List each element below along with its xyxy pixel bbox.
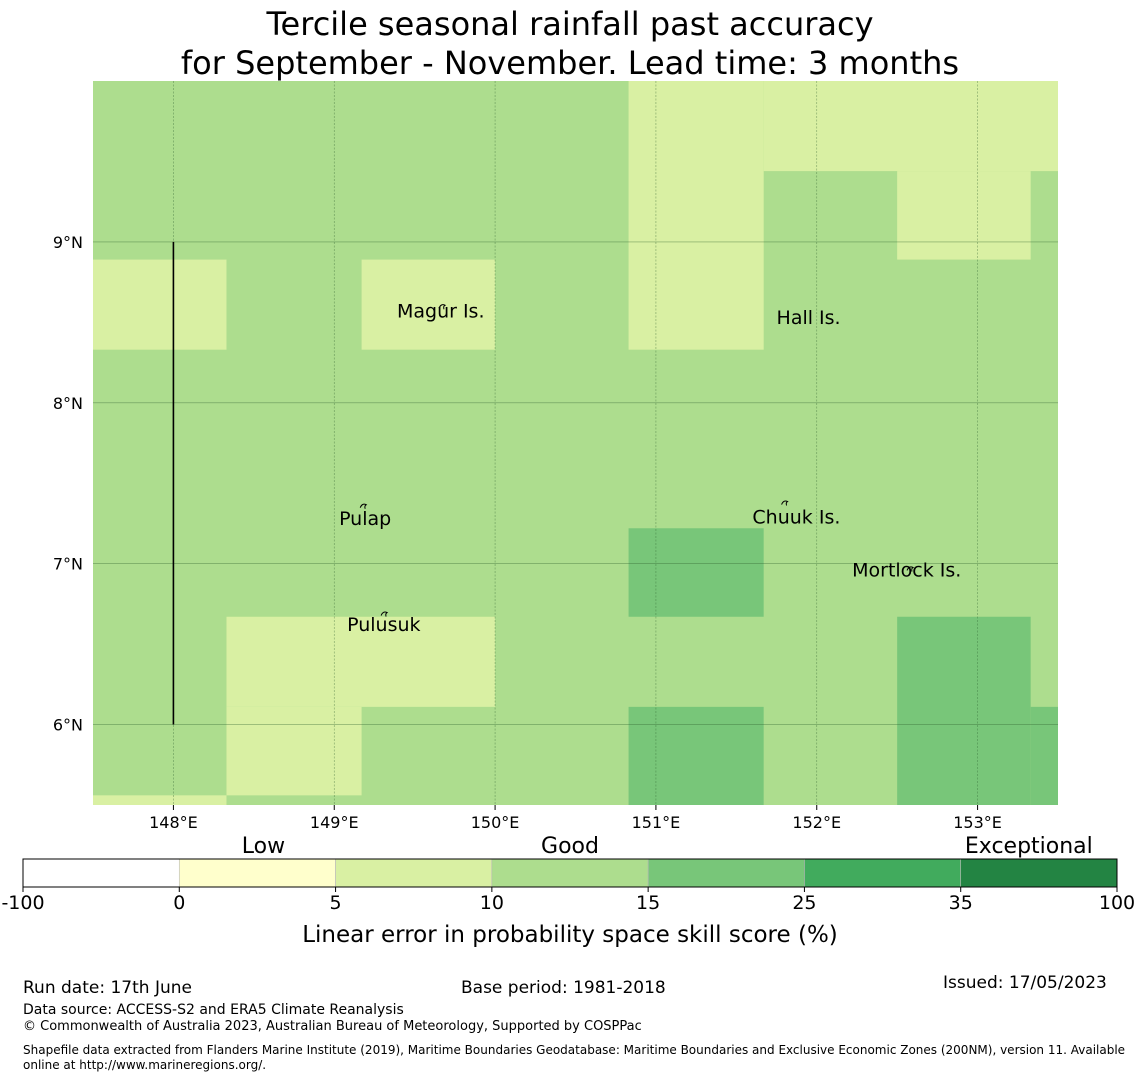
island-outline (359, 503, 368, 509)
place-label: Magur Is. (397, 301, 485, 323)
skill-cell (897, 171, 1031, 260)
shapefile-credit: Shapefile data extracted from Flanders M… (23, 1043, 1126, 1072)
colorbar-tick-label: 100 (1099, 892, 1135, 914)
skill-cell (93, 259, 227, 350)
latitude-tick-label: 7°N (53, 555, 83, 574)
island-outline (380, 611, 389, 617)
colorbar-tick-label: 10 (480, 892, 504, 914)
island-outline (906, 566, 915, 572)
colorbar-tick-label: -100 (1, 892, 44, 914)
colorbar-frame (22, 858, 1118, 888)
latitude-tick-label: 9°N (53, 233, 83, 252)
colorbar-segment (647, 858, 805, 888)
colorbar-segment (960, 858, 1118, 888)
colorbar-segment (178, 858, 336, 888)
longitude-tick-label: 153°E (953, 813, 1002, 832)
skill-cell (93, 795, 227, 805)
colorbar-axis-label: Linear error in probability space skill … (302, 922, 838, 948)
place-label: Mortlock Is. (852, 560, 961, 582)
skill-cell (897, 616, 1031, 805)
map-title-line-2: for September - November. Lead time: 3 m… (180, 44, 960, 82)
colorbar-tick-label: 0 (173, 892, 185, 914)
skill-cell (226, 706, 362, 796)
category-label: Low (242, 834, 285, 859)
place-label: Pulusuk (347, 614, 420, 636)
colorbar-tick-label: 5 (330, 892, 342, 914)
skill-cell (628, 81, 764, 350)
skill-cell (763, 81, 1058, 172)
run-date: Run date: 17th June (23, 978, 192, 998)
latitude-tick-label: 6°N (53, 716, 83, 735)
latitude-tick-label: 8°N (53, 394, 83, 413)
longitude-tick-label: 148°E (149, 813, 198, 832)
colorbar-tick-label: 15 (636, 892, 660, 914)
island-outline (781, 500, 789, 506)
colorbar-tick-label: 25 (792, 892, 816, 914)
longitude-tick-label: 151°E (632, 813, 681, 832)
colorbar-legend: -100 0 5 10 15 25 35 100 Low Good Exceptional Linea… (1, 834, 1135, 948)
colorbar-segment (804, 858, 962, 888)
place-label: Hall Is. (777, 307, 841, 329)
skill-cell (361, 259, 496, 350)
colorbar-tick-label: 35 (949, 892, 973, 914)
place-label: Pulap (339, 508, 391, 530)
colorbar-segment (22, 858, 180, 888)
longitude-tick-label: 149°E (310, 813, 359, 832)
issued-date: Issued: 17/05/2023 (943, 973, 1107, 993)
longitude-tick-label: 152°E (792, 813, 841, 832)
category-label: Exceptional (965, 834, 1093, 859)
copyright-notice: © Commonwealth of Australia 2023, Austra… (23, 1019, 642, 1034)
island-outline (438, 304, 447, 310)
skill-cell (1030, 706, 1058, 805)
skill-cell (628, 528, 764, 617)
longitude-tick-label: 150°E (471, 813, 520, 832)
category-label: Good (541, 834, 599, 859)
colorbar-segment (491, 858, 649, 888)
base-period: Base period: 1981-2018 (461, 978, 666, 998)
map-title-line-1: Tercile seasonal rainfall past accuracy (266, 5, 874, 43)
map-area: 148°E 149°E 150°E 151°E 152°E 153°E 6°N 7°N 8°N 9… (53, 81, 1058, 832)
colorbar-segment (335, 858, 493, 888)
place-label: Chuuk Is. (752, 506, 840, 528)
skill-cell (628, 706, 764, 805)
data-source: Data source: ACCESS-S2 and ERA5 Climate … (23, 1002, 404, 1018)
skill-cell (226, 616, 496, 707)
